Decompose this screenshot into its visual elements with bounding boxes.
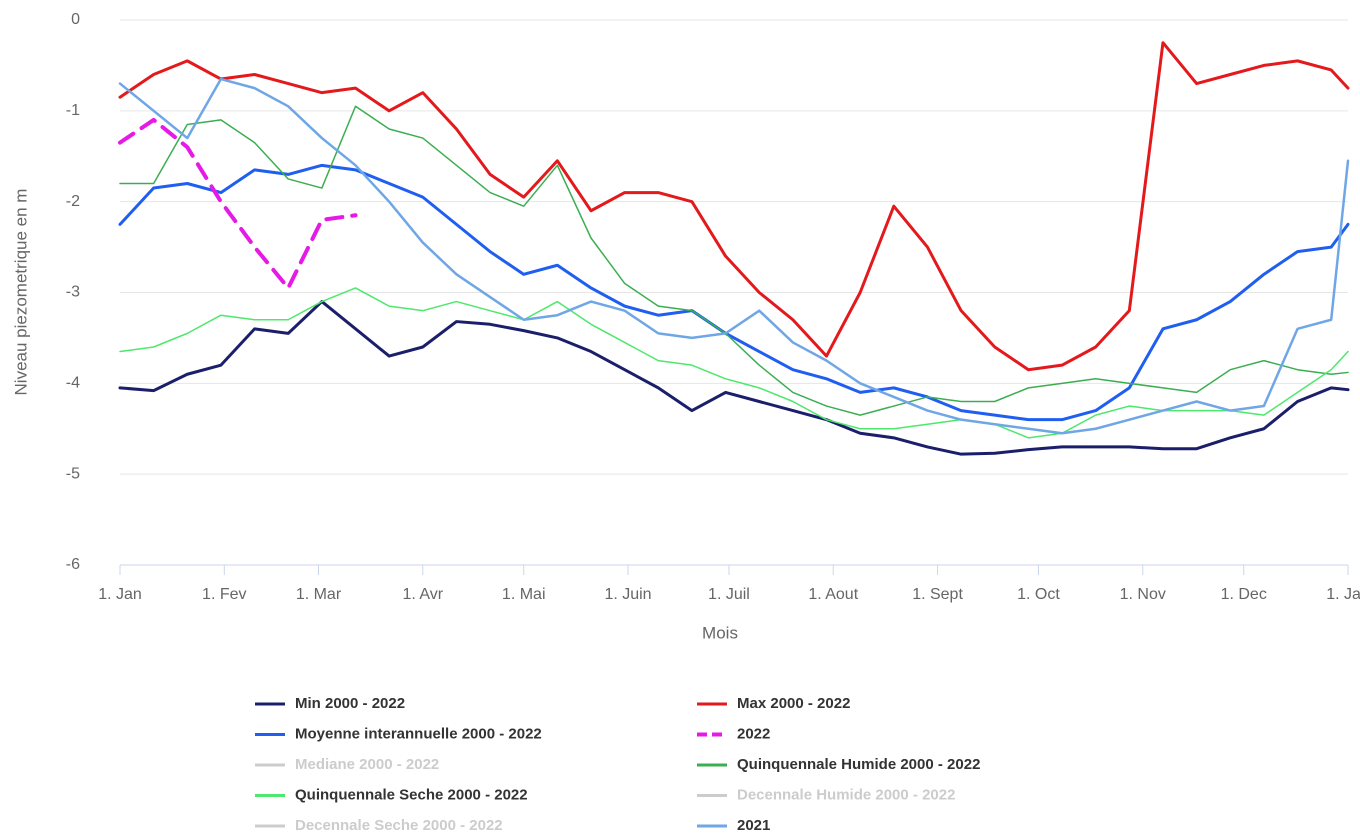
series-line bbox=[118, 117, 358, 290]
legend-label: Mediane 2000 - 2022 bbox=[295, 756, 439, 773]
x-tick-label: 1. Avr bbox=[402, 586, 443, 603]
x-tick-label: 1. Jan bbox=[98, 586, 142, 603]
x-tick-label: 1. Oct bbox=[1017, 586, 1060, 603]
series-line bbox=[119, 105, 1349, 416]
legend-label: Decennale Humide 2000 - 2022 bbox=[737, 786, 955, 803]
y-axis-label: Niveau piezometrique en m bbox=[11, 189, 30, 396]
x-tick-label: 1. Mai bbox=[502, 586, 546, 603]
series-line bbox=[118, 163, 1350, 422]
legend-label: 2022 bbox=[737, 725, 770, 742]
x-tick-label: 1. Jan bbox=[1326, 586, 1360, 603]
series-line bbox=[118, 41, 1350, 372]
y-tick-label: -6 bbox=[66, 556, 80, 573]
x-tick-label: 1. Dec bbox=[1221, 586, 1267, 603]
legend-label: Quinquennale Humide 2000 - 2022 bbox=[737, 756, 980, 773]
x-tick-label: 1. Juin bbox=[604, 586, 651, 603]
y-tick-label: -4 bbox=[66, 375, 80, 392]
x-tick-label: 1. Fev bbox=[202, 586, 246, 603]
series-line bbox=[119, 287, 1349, 439]
legend-label: Max 2000 - 2022 bbox=[737, 695, 850, 712]
x-tick-label: 1. Aout bbox=[808, 586, 858, 603]
legend-label: Quinquennale Seche 2000 - 2022 bbox=[295, 786, 528, 803]
x-tick-label: 1. Sept bbox=[912, 586, 963, 603]
legend-label: Decennale Seche 2000 - 2022 bbox=[295, 817, 503, 833]
legend-label: Moyenne interannuelle 2000 - 2022 bbox=[295, 725, 542, 742]
y-tick-label: -5 bbox=[66, 465, 80, 482]
legend-label: 2021 bbox=[737, 817, 770, 833]
x-tick-label: 1. Nov bbox=[1120, 586, 1166, 603]
y-tick-label: -2 bbox=[66, 193, 80, 210]
x-axis-label: Mois bbox=[702, 623, 738, 642]
series-line bbox=[118, 77, 1350, 435]
x-tick-label: 1. Mar bbox=[296, 586, 342, 603]
y-tick-label: -1 bbox=[66, 102, 80, 119]
legend-label: Min 2000 - 2022 bbox=[295, 695, 405, 712]
series-line bbox=[118, 300, 1350, 456]
x-tick-label: 1. Juil bbox=[708, 586, 750, 603]
y-tick-label: -3 bbox=[66, 284, 80, 301]
y-tick-label: 0 bbox=[71, 11, 80, 28]
